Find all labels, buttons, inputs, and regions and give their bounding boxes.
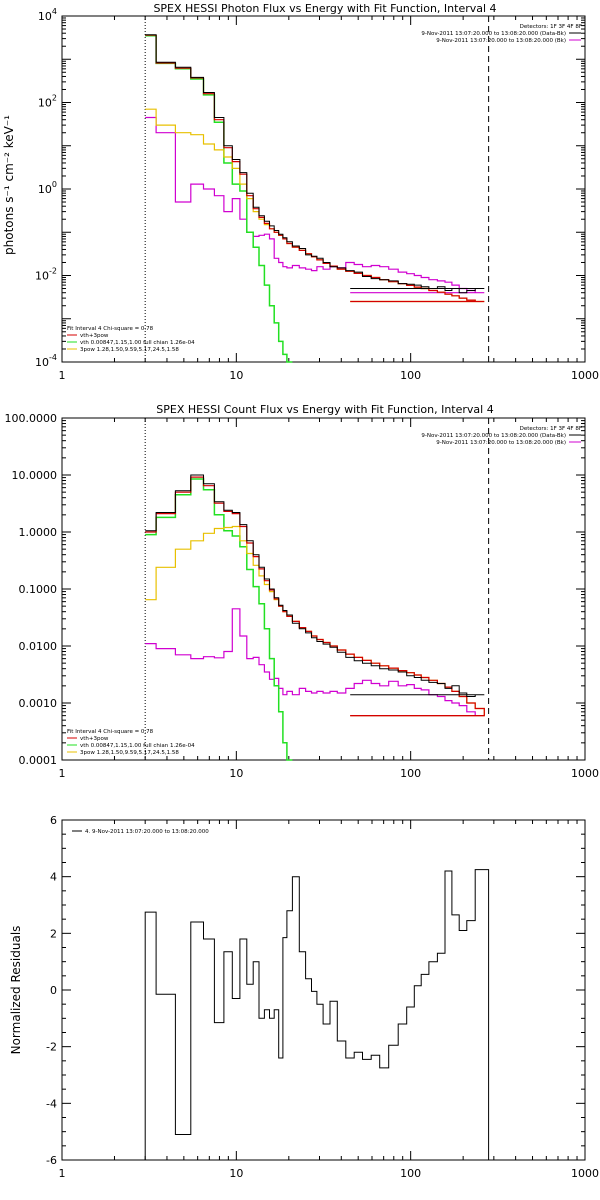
y-tick-label: 6 bbox=[50, 814, 57, 827]
residuals-panel: 1 10 100 1000 -6 -4 -2 0 2 4 6 4. 9-Nov-2011 13:07:… bbox=[9, 814, 599, 1180]
residuals-plot-area: 1 10 100 1000 -6 -4 -2 0 2 4 6 4. 9-Nov-2011 13:07:… bbox=[46, 814, 599, 1180]
series-total bbox=[145, 34, 485, 303]
photon-flux-title: SPEX HESSI Photon Flux vs Energy with Fi… bbox=[153, 2, 496, 15]
y-tick-label: 10.0000 bbox=[12, 469, 58, 482]
count-flux-panel: SPEX HESSI Count Flux vs Energy with Fit… bbox=[5, 403, 600, 780]
legend-entry: 3pow 1.28,1.50,9.59,5.17,24.5,1.58 bbox=[80, 347, 179, 353]
legend-entry: 9-Nov-2011 13:07:20.000 to 13:08:20.000 … bbox=[421, 31, 566, 37]
series-vth bbox=[145, 478, 293, 761]
x-tick-label: 1000 bbox=[571, 1167, 599, 1180]
series-pow bbox=[145, 108, 485, 303]
x-tick-label: 100 bbox=[400, 1167, 421, 1180]
x-tick-label: 10 bbox=[229, 1167, 243, 1180]
legend-entry: vth+3pow bbox=[80, 736, 109, 742]
legend-entry: 9-Nov-2011 13:07:20.000 to 13:08:20.000 … bbox=[421, 433, 566, 439]
y-tick-label: 100.0000 bbox=[5, 412, 58, 425]
photon-flux-y-axis-label: photons s⁻¹ cm⁻² keV⁻¹ bbox=[2, 115, 16, 255]
legend-entry: Fit Interval 4 Chi-square = 0.78 bbox=[67, 729, 154, 735]
legend-entry: 9-Nov-2011 13:07:20.000 to 13:08:20.000 … bbox=[436, 38, 566, 44]
y-tick-label: 104 bbox=[38, 7, 57, 23]
x-tick-label: 100 bbox=[400, 369, 421, 382]
series-pow bbox=[145, 525, 485, 717]
photon-flux-plot-area: 1 10 100 1000 10-4 10-2 100 102 104 Detectors: 1F… bbox=[35, 7, 599, 382]
y-tick-label: 102 bbox=[38, 94, 57, 110]
plot-frame bbox=[61, 417, 586, 761]
x-tick-label: 1000 bbox=[571, 369, 599, 382]
count-flux-plot-area: 1 10 100 1000 0.0001 0.0010 0.0100 0.1000 1.0000… bbox=[5, 412, 600, 780]
y-tick-label: 0.0001 bbox=[19, 754, 58, 767]
y-tick-label: -4 bbox=[46, 1097, 57, 1110]
x-tick-label: 1 bbox=[59, 767, 66, 780]
y-tick-label: 0.0010 bbox=[19, 697, 58, 710]
x-tick-label: 1000 bbox=[571, 767, 599, 780]
y-tick-label: 4 bbox=[50, 871, 57, 884]
plot-frame bbox=[61, 819, 586, 1161]
y-tick-label: -2 bbox=[46, 1041, 57, 1054]
legend-entry: Detectors: 1F 3F 4F 8F bbox=[520, 426, 582, 432]
legend-entry: 4. 9-Nov-2011 13:07:20.000 to 13:08:20.0… bbox=[85, 829, 209, 835]
series-data bbox=[145, 474, 485, 697]
x-tick-label: 100 bbox=[400, 767, 421, 780]
series-vth bbox=[145, 34, 293, 363]
legend-entry: Detectors: 1F 3F 4F 8F bbox=[520, 24, 582, 30]
y-tick-label: 2 bbox=[50, 927, 57, 940]
y-tick-label: 1.0000 bbox=[19, 526, 58, 539]
y-tick-label: 0.0100 bbox=[19, 640, 58, 653]
photon-flux-panel: SPEX HESSI Photon Flux vs Energy with Fi… bbox=[2, 2, 599, 382]
x-tick-label: 10 bbox=[229, 369, 243, 382]
legend-entry: vth 0.00847,1.15,1.00 full chian 1.26e-0… bbox=[80, 743, 195, 749]
y-tick-label: -6 bbox=[46, 1154, 57, 1167]
x-tick-label: 1 bbox=[59, 369, 66, 382]
legend-entry: 9-Nov-2011 13:07:20.000 to 13:08:20.000 … bbox=[436, 440, 566, 446]
x-tick-label: 10 bbox=[229, 767, 243, 780]
legend-entry: 3pow 1.28,1.50,9.59,5.17,24.5,1.58 bbox=[80, 750, 179, 756]
residuals-y-axis-label: Normalized Residuals bbox=[9, 926, 23, 1055]
plot-frame bbox=[61, 15, 586, 363]
series-bk bbox=[145, 116, 485, 294]
legend-entry: vth 0.00847,1.15,1.00 full chian 1.26e-0… bbox=[80, 340, 195, 346]
count-flux-title: SPEX HESSI Count Flux vs Energy with Fit… bbox=[156, 403, 493, 416]
series-resid bbox=[144, 869, 490, 1160]
legend-entry: Fit Interval 4 Chi-square = 0.78 bbox=[67, 326, 154, 332]
x-tick-label: 1 bbox=[59, 1167, 66, 1180]
y-tick-label: 10-2 bbox=[35, 267, 57, 283]
legend-entry: vth+3pow bbox=[80, 333, 109, 339]
y-tick-label: 100 bbox=[38, 180, 57, 196]
y-tick-label: 0 bbox=[50, 984, 57, 997]
y-tick-label: 0.1000 bbox=[19, 583, 58, 596]
series-total bbox=[145, 476, 485, 717]
series-bk bbox=[145, 608, 485, 717]
y-tick-label: 10-4 bbox=[35, 353, 57, 369]
series-data bbox=[145, 34, 485, 294]
